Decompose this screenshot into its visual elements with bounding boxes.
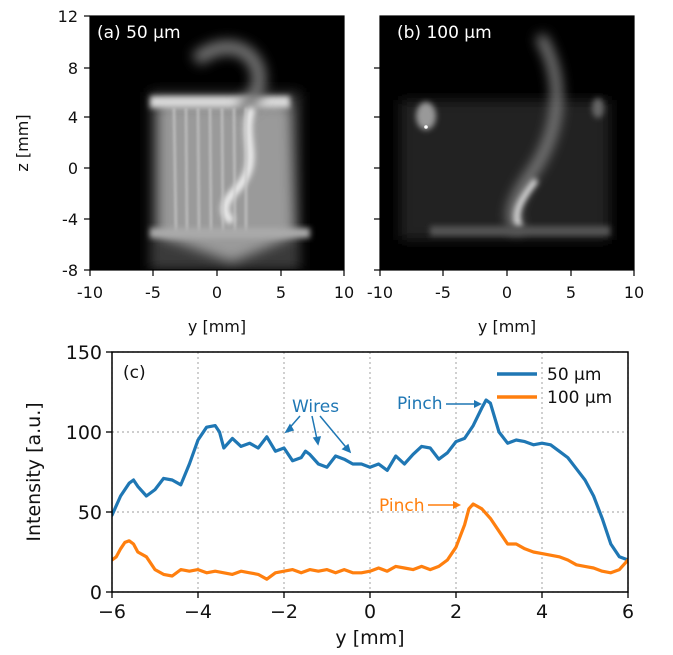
annotation-pinch-100um: Pinch bbox=[379, 496, 461, 516]
x-tick-label: 5 bbox=[276, 283, 286, 302]
y-tick-label: 100 bbox=[66, 422, 102, 444]
panel-a-y-axis: 12 8 4 0 -4 -8 z [mm] bbox=[13, 7, 90, 280]
panel-a-xlabel: y [mm] bbox=[188, 317, 246, 336]
x-tick-label: 4 bbox=[536, 601, 548, 623]
panel-b-x-axis: -10 -5 0 5 10 y [mm] bbox=[367, 270, 644, 336]
y-tick-label: 150 bbox=[66, 342, 102, 364]
series-line-100um bbox=[112, 502, 628, 581]
y-tick-label: 0 bbox=[68, 159, 78, 178]
panel-c-chart: −6 −4 −2 0 2 4 6 0 50 100 150 (c) y [mm] Intensity… bbox=[23, 342, 634, 649]
annotation-pinch-50um-label: Pinch bbox=[397, 394, 443, 414]
y-tick-label: 12 bbox=[58, 7, 78, 26]
panel-c-xlabel: y [mm] bbox=[335, 627, 404, 649]
x-tick-label: -10 bbox=[367, 283, 393, 302]
annotation-wires: Wires bbox=[284, 397, 352, 454]
x-tick-label: −2 bbox=[270, 601, 298, 623]
y-tick-label: 4 bbox=[68, 108, 78, 127]
panel-b-image bbox=[400, 33, 610, 240]
legend-label-50um: 50 µm bbox=[547, 365, 601, 385]
panel-a: (a) 50 µm bbox=[89, 15, 345, 271]
x-tick-label: 0 bbox=[212, 283, 222, 302]
x-tick-label: 0 bbox=[364, 601, 376, 623]
legend-label-100um: 100 µm bbox=[547, 388, 612, 408]
image-ylabel: z [mm] bbox=[13, 114, 32, 171]
panel-b-xlabel: y [mm] bbox=[478, 317, 536, 336]
panel-b-label: (b) 100 µm bbox=[397, 23, 492, 43]
x-tick-label: -10 bbox=[77, 283, 103, 302]
x-tick-label: 0 bbox=[502, 283, 512, 302]
x-tick-label: 5 bbox=[566, 283, 576, 302]
x-tick-label: -5 bbox=[145, 283, 161, 302]
annotation-pinch-50um: Pinch bbox=[397, 394, 482, 414]
y-tick-label: 0 bbox=[90, 582, 102, 604]
annotation-wires-label: Wires bbox=[292, 397, 339, 417]
x-tick-label: 2 bbox=[450, 601, 462, 623]
panel-a-x-axis: -10 -5 0 5 10 y [mm] bbox=[77, 270, 354, 336]
panel-a-label: (a) 50 µm bbox=[97, 23, 181, 43]
x-tick-label: −6 bbox=[98, 601, 126, 623]
legend: 50 µm 100 µm bbox=[497, 365, 612, 408]
y-tick-label: -8 bbox=[62, 261, 78, 280]
panel-c-ticks: −6 −4 −2 0 2 4 6 0 50 100 150 bbox=[66, 342, 634, 623]
panel-c-ylabel: Intensity [a.u.] bbox=[23, 402, 45, 541]
panel-b: (b) 100 µm bbox=[379, 15, 635, 271]
panel-c-series bbox=[112, 398, 628, 581]
x-tick-label: 10 bbox=[334, 283, 354, 302]
x-tick-label: -5 bbox=[435, 283, 451, 302]
panel-c-label: (c) bbox=[123, 363, 146, 383]
x-tick-label: 6 bbox=[622, 601, 634, 623]
series-line-50um bbox=[112, 398, 628, 562]
annotation-pinch-100um-label: Pinch bbox=[379, 496, 425, 516]
y-tick-label: 8 bbox=[68, 59, 78, 78]
x-tick-label: −4 bbox=[184, 601, 212, 623]
y-tick-label: 50 bbox=[78, 502, 102, 524]
panel-b-y-ticks bbox=[374, 67, 380, 271]
panel-a-image bbox=[150, 40, 310, 270]
y-tick-label: -4 bbox=[62, 210, 78, 229]
x-tick-label: 10 bbox=[624, 283, 644, 302]
